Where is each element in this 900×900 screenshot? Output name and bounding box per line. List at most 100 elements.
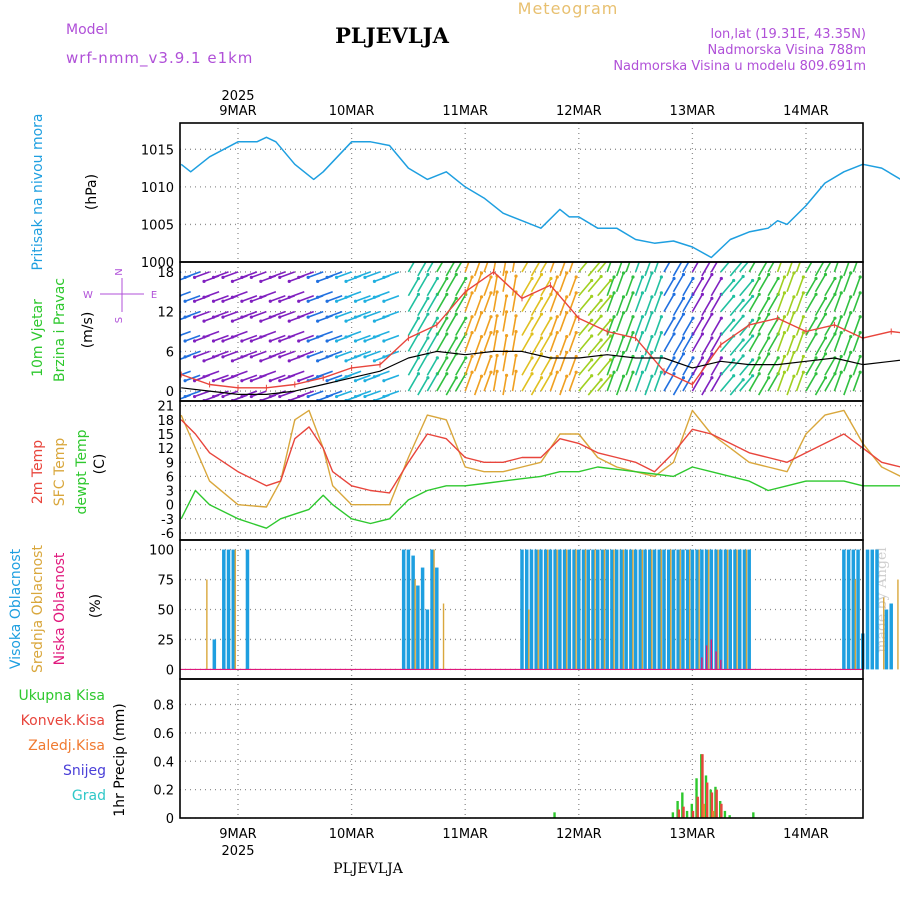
wind-arrow-head: [489, 315, 493, 319]
wind-arrow: [597, 262, 608, 273]
wind-arrow: [767, 278, 779, 297]
wind-arrow: [473, 262, 481, 277]
wind-arrow-head: [372, 295, 377, 299]
meteogram-label: Meteogram: [518, 0, 619, 18]
wind-arrow: [345, 370, 362, 378]
wind-arrow: [502, 335, 508, 356]
wind-arrow-head: [479, 374, 484, 378]
y-tick-label: 1010: [141, 181, 174, 196]
x-tick-label: 11MAR: [442, 827, 488, 842]
wind-arrow-head: [732, 358, 736, 362]
precip-bar: [706, 782, 709, 818]
wind-arrow-head: [382, 299, 386, 303]
wind-arrow: [672, 313, 685, 332]
wind-arrow-head: [240, 355, 244, 359]
wind-arrow-head: [174, 359, 177, 362]
wind-arrow-head: [751, 255, 754, 258]
wind-arrow: [634, 356, 644, 376]
cloud-bar: [572, 549, 576, 670]
wind-arrow-head: [259, 335, 263, 339]
wind-arrow: [653, 316, 663, 336]
wind-arrow: [436, 278, 448, 297]
wind-arrow-head: [183, 339, 187, 343]
wind-arrow-head: [792, 350, 796, 355]
wind-arrow: [805, 317, 817, 336]
wind-arrow-head: [750, 294, 755, 298]
wind-arrow-head: [230, 319, 235, 323]
wind-arrow: [578, 335, 593, 352]
wind-arrow: [578, 279, 593, 297]
wind-arrow: [710, 317, 723, 336]
wind-arrow-head: [316, 335, 320, 339]
cloud-bar: [577, 549, 581, 670]
wind-arrow: [720, 319, 735, 337]
wind-arrow-head: [839, 275, 843, 279]
wind-arrow: [270, 350, 286, 358]
wind-arrow-head: [435, 276, 439, 281]
wind-arrow-head: [417, 253, 420, 256]
wind-arrow-head: [782, 275, 787, 279]
chart-panels: [100, 122, 900, 819]
wind-arrow-head: [479, 295, 484, 299]
wind-arrow-head: [849, 271, 853, 275]
y-tick-label: 21: [157, 400, 174, 415]
wind-arrow: [625, 276, 634, 297]
wind-arrow: [805, 373, 817, 392]
cloud-bar: [206, 579, 208, 670]
wind-arrow: [578, 319, 593, 337]
wind-arrow: [345, 330, 362, 338]
cloud-bar: [670, 549, 672, 670]
wind-arrow-head: [259, 359, 263, 363]
wind-arrow-head: [681, 376, 686, 380]
sfc-temp-line: [180, 409, 900, 508]
wind-arrow: [739, 262, 750, 273]
wind-arrow-head: [470, 252, 473, 255]
wind-arrow: [824, 333, 836, 352]
wind-arrow-head: [297, 355, 301, 359]
wind-arrow: [882, 278, 892, 295]
wind-arrow: [663, 373, 675, 392]
wind-arrow: [549, 356, 558, 376]
wind-arrow-head: [823, 352, 828, 356]
precip-bar: [715, 789, 718, 818]
wind-arrow: [307, 390, 324, 398]
wind-arrow-head: [823, 296, 828, 300]
wind-arrow-head: [750, 358, 755, 362]
wind-arrow-head: [192, 315, 197, 319]
wind-arrow-head: [608, 334, 613, 338]
wind-arrow: [260, 370, 277, 378]
wind-arrow: [288, 370, 305, 378]
cloud-unit: (%): [88, 594, 104, 618]
cloud-bar: [897, 579, 899, 670]
wind-arrow: [682, 317, 694, 336]
wind-arrow: [559, 376, 568, 396]
wind-arrow: [663, 262, 671, 273]
wind-arrow-head: [382, 275, 386, 280]
cloud-bar: [854, 579, 857, 670]
wind-arrow-head: [316, 375, 320, 379]
wind-arrow: [383, 390, 400, 398]
wind-arrow-head: [814, 372, 818, 376]
wind-arrow: [364, 271, 381, 279]
wind-arrow-head: [801, 315, 805, 319]
wind-arrow-head: [316, 359, 320, 363]
wind-arrow: [729, 299, 744, 317]
wind-arrow: [502, 262, 507, 277]
wind-arrow: [606, 332, 615, 352]
wind-arrow-head: [732, 278, 736, 283]
cloud-bar: [520, 549, 524, 670]
wind-arrow-head: [641, 252, 644, 255]
wind-arrow-head: [849, 374, 853, 378]
wind-arrow-head: [640, 330, 645, 335]
wind-arrow: [729, 339, 744, 356]
wind-arrow: [213, 310, 229, 318]
wind-arrow-head: [278, 355, 282, 359]
wind-arrow-head: [202, 295, 206, 299]
wind-arrow-head: [621, 311, 626, 315]
wind-arrow-head: [839, 354, 843, 359]
wind-arrow-head: [782, 315, 787, 319]
cloud-bar: [698, 549, 700, 670]
wind-arrow-head: [814, 316, 818, 320]
wind-arrow: [407, 373, 420, 392]
wind-arrow: [634, 316, 644, 336]
